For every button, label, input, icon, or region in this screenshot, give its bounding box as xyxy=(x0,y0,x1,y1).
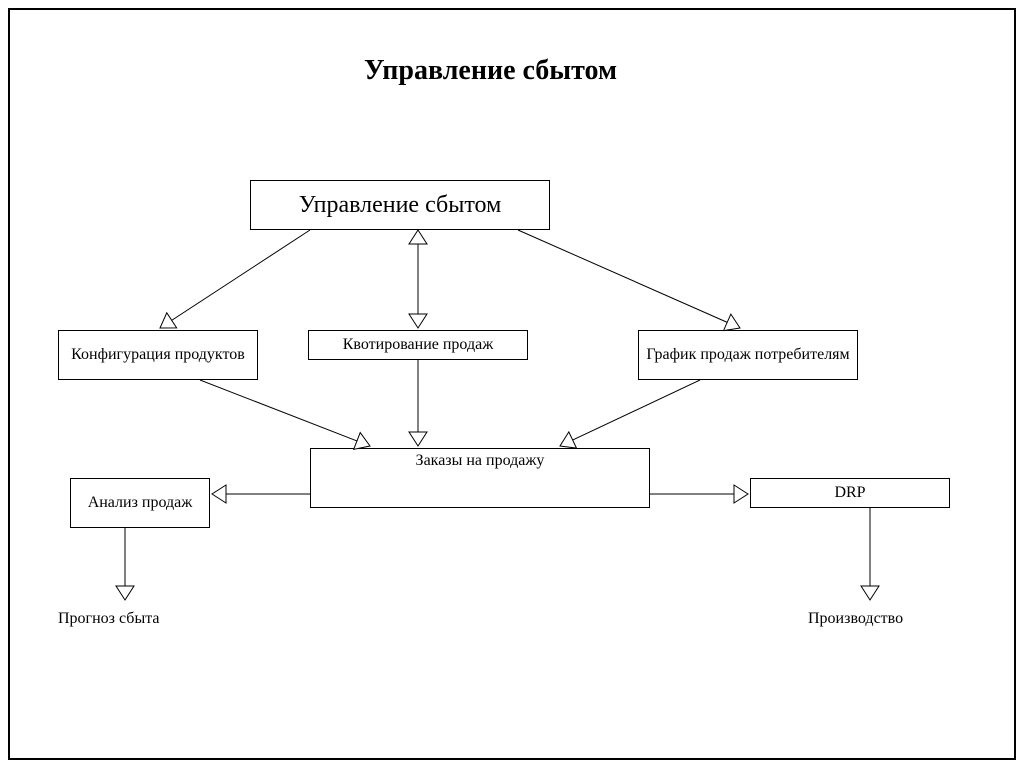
node-quota: Квотирование продаж xyxy=(308,330,528,360)
node-root: Управление сбытом xyxy=(250,180,550,230)
label-forecast: Прогноз сбыта xyxy=(58,610,159,628)
page-border xyxy=(8,8,1016,760)
diagram-title: Управление сбытом xyxy=(364,55,617,87)
node-orders: Заказы на продажу xyxy=(310,448,650,508)
label-production: Производство xyxy=(808,610,903,628)
node-analysis: Анализ продаж xyxy=(70,478,210,528)
node-schedule: График продаж потребителям xyxy=(638,330,858,380)
node-drp: DRP xyxy=(750,478,950,508)
node-config: Конфигурация продуктов xyxy=(58,330,258,380)
